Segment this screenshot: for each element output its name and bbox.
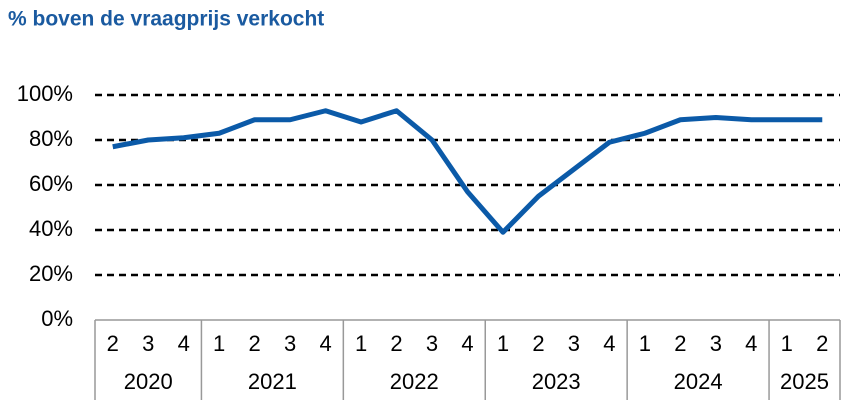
x-tick-label: 2 <box>674 331 686 356</box>
x-tick-label: 2 <box>816 331 828 356</box>
x-tick-label: 1 <box>781 331 793 356</box>
x-group-label: 2024 <box>674 369 723 394</box>
x-tick-label: 3 <box>426 331 438 356</box>
x-tick-label: 3 <box>568 331 580 356</box>
x-tick-label: 2 <box>249 331 261 356</box>
x-tick-label: 3 <box>142 331 154 356</box>
x-tick-label: 2 <box>107 331 119 356</box>
x-tick-label: 1 <box>355 331 367 356</box>
y-tick-label: 0% <box>41 306 73 331</box>
x-tick-label: 2 <box>390 331 402 356</box>
y-tick-label: 80% <box>29 126 73 151</box>
x-tick-label: 1 <box>639 331 651 356</box>
y-tick-label: 40% <box>29 216 73 241</box>
x-tick-label: 4 <box>603 331 615 356</box>
x-tick-label: 3 <box>284 331 296 356</box>
y-tick-label: 60% <box>29 171 73 196</box>
x-tick-label: 4 <box>745 331 757 356</box>
x-tick-label: 4 <box>319 331 331 356</box>
x-group-label: 2022 <box>390 369 439 394</box>
x-tick-label: 1 <box>497 331 509 356</box>
chart-title: % boven de vraagprijs verkocht <box>8 8 324 31</box>
line-series <box>112 108 823 235</box>
x-tick-label: 4 <box>461 331 473 356</box>
x-group-label: 2021 <box>248 369 297 394</box>
x-tick-label: 2 <box>532 331 544 356</box>
x-tick-label: 3 <box>710 331 722 356</box>
x-tick-label: 1 <box>213 331 225 356</box>
x-group-label: 2025 <box>780 369 829 394</box>
x-group-label: 2023 <box>532 369 581 394</box>
y-tick-label: 20% <box>29 261 73 286</box>
y-tick-label: 100% <box>17 81 73 106</box>
x-tick-label: 4 <box>178 331 190 356</box>
x-group-label: 2020 <box>124 369 173 394</box>
